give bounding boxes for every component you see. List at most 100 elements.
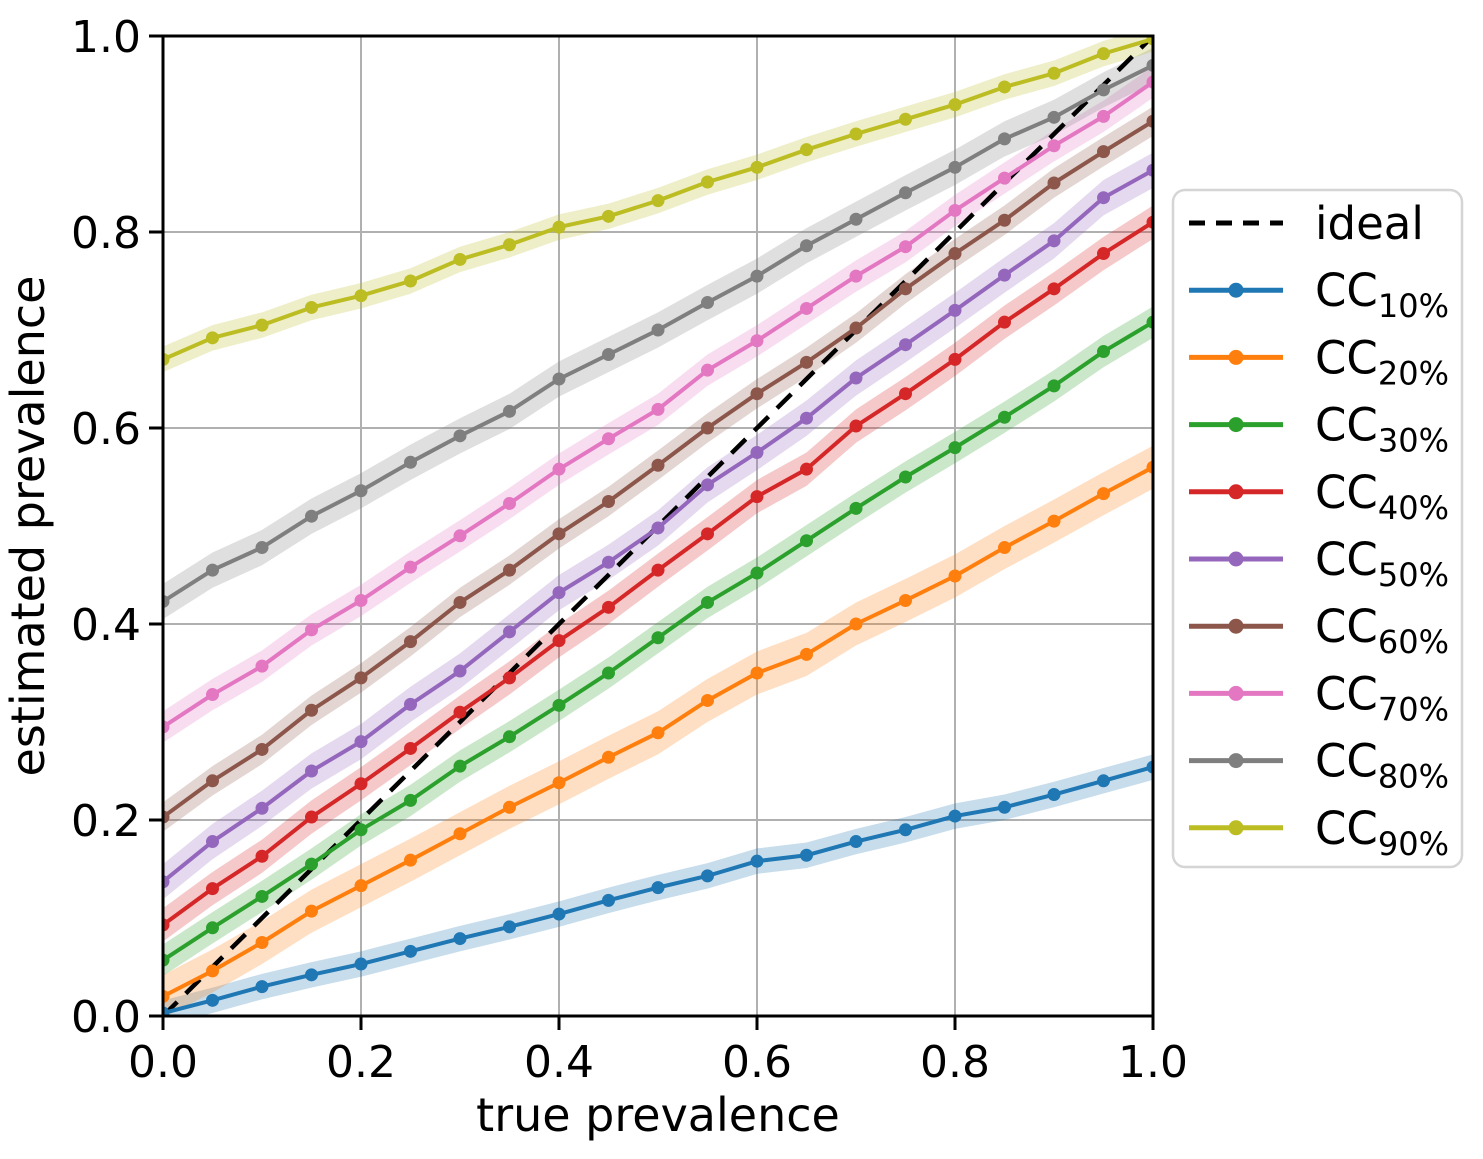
x-tick-label: 0.6: [722, 1037, 792, 1088]
data-point-cc-20: [651, 726, 665, 740]
data-point-cc-20: [255, 936, 269, 949]
y-tick-label: 0.8: [71, 208, 141, 259]
legend-sample-marker-cc-40: [1228, 484, 1244, 500]
data-point-cc-90: [602, 209, 615, 223]
data-point-cc-50: [163, 875, 170, 889]
data-point-cc-60: [849, 321, 863, 335]
legend-sample-marker-cc-10: [1228, 282, 1244, 298]
data-point-cc-90: [849, 127, 863, 141]
data-point-cc-30: [899, 470, 912, 484]
data-point-cc-10: [453, 932, 467, 946]
series-cc-60: [163, 114, 1153, 824]
data-point-cc-10: [1047, 788, 1061, 802]
x-tick-labels: 0.0 0.2 0.4 0.6 0.8 1.0: [128, 1037, 1188, 1088]
data-point-cc-40: [602, 600, 615, 614]
data-point-cc-30: [750, 566, 764, 580]
data-point-cc-70: [1047, 139, 1061, 153]
data-point-cc-40: [701, 527, 714, 541]
data-point-cc-30: [305, 857, 318, 871]
data-point-cc-40: [948, 352, 962, 366]
legend-sample-marker-cc-90: [1228, 820, 1244, 836]
data-point-cc-90: [948, 98, 962, 112]
data-point-cc-10: [404, 944, 417, 958]
data-point-cc-30: [453, 759, 467, 773]
data-point-cc-60: [899, 282, 912, 296]
data-point-cc-10: [701, 869, 714, 883]
data-point-cc-70: [602, 432, 615, 446]
data-point-cc-10: [602, 893, 615, 907]
data-point-cc-50: [404, 697, 417, 711]
data-point-cc-50: [354, 735, 368, 749]
data-point-cc-40: [800, 462, 813, 476]
legend-sample-marker-cc-30: [1228, 417, 1244, 433]
legend-sample-marker-cc-60: [1228, 618, 1244, 634]
series-cc-40: [163, 215, 1153, 932]
data-point-cc-20: [849, 617, 863, 631]
data-point-cc-70: [948, 203, 962, 217]
data-point-cc-30: [1047, 379, 1061, 393]
data-point-cc-10: [948, 809, 962, 823]
data-point-cc-30: [503, 730, 516, 744]
data-point-cc-70: [1097, 109, 1110, 123]
y-tick-label: 0.4: [71, 600, 141, 651]
legend-entry-ideal: ideal: [1189, 197, 1424, 250]
data-point-cc-20: [1146, 460, 1153, 474]
data-point-cc-40: [1097, 247, 1110, 261]
data-point-cc-70: [503, 496, 516, 510]
data-point-cc-20: [206, 964, 219, 978]
data-point-cc-10: [206, 993, 219, 1007]
data-point-cc-60: [354, 671, 368, 685]
data-point-cc-70: [552, 462, 566, 476]
data-point-cc-20: [701, 693, 714, 707]
data-point-cc-70: [1146, 75, 1153, 89]
data-point-cc-10: [651, 881, 665, 895]
data-point-cc-20: [354, 879, 368, 893]
data-point-cc-60: [948, 247, 962, 261]
data-point-cc-70: [800, 301, 813, 315]
data-point-cc-70: [206, 688, 219, 702]
legend-entry-cc-30: CC30%: [1189, 399, 1449, 460]
data-point-cc-90: [354, 289, 368, 303]
data-point-cc-90: [701, 175, 714, 189]
data-point-cc-90: [503, 238, 516, 252]
data-point-cc-60: [503, 563, 516, 577]
series-cc-20: [163, 460, 1153, 1003]
data-point-cc-50: [849, 371, 863, 385]
legend: idealCC10%CC20%CC30%CC40%CC50%CC60%CC70%…: [1171, 188, 1464, 869]
data-point-cc-80: [899, 186, 912, 200]
data-point-cc-90: [305, 300, 318, 314]
x-tick-label: 0.4: [524, 1037, 594, 1088]
data-point-cc-10: [163, 1006, 170, 1016]
data-point-cc-70: [354, 593, 368, 607]
data-point-cc-10: [255, 980, 269, 994]
x-tick-label: 1.0: [1118, 1037, 1188, 1088]
data-point-cc-50: [1097, 191, 1110, 205]
data-point-cc-40: [998, 315, 1011, 329]
data-point-cc-80: [800, 239, 813, 253]
data-point-cc-40: [899, 387, 912, 401]
x-tick-label: 0.0: [128, 1037, 198, 1088]
plot-frame: [161, 34, 1155, 1018]
x-tick-label: 0.8: [920, 1037, 990, 1088]
data-point-cc-20: [503, 800, 516, 814]
data-point-cc-70: [899, 240, 912, 254]
data-point-cc-30: [404, 793, 417, 807]
data-point-cc-70: [305, 623, 318, 637]
data-point-cc-50: [750, 446, 764, 459]
data-point-cc-90: [206, 331, 219, 345]
data-point-cc-10: [899, 823, 912, 837]
data-point-cc-80: [948, 160, 962, 174]
x-axis-label: true prevalence: [476, 1088, 840, 1142]
data-point-cc-80: [602, 348, 615, 361]
data-point-cc-50: [1146, 163, 1153, 177]
y-tick-labels: 0.0 0.2 0.4 0.6 0.8 1.0: [71, 12, 141, 1043]
series-cc-90: [163, 36, 1153, 366]
data-point-cc-70: [750, 334, 764, 348]
data-point-cc-80: [503, 404, 516, 418]
data-point-cc-70: [404, 560, 417, 574]
data-point-cc-80: [849, 212, 863, 226]
legend-sample-marker-cc-80: [1228, 753, 1244, 769]
data-point-cc-20: [305, 904, 318, 918]
